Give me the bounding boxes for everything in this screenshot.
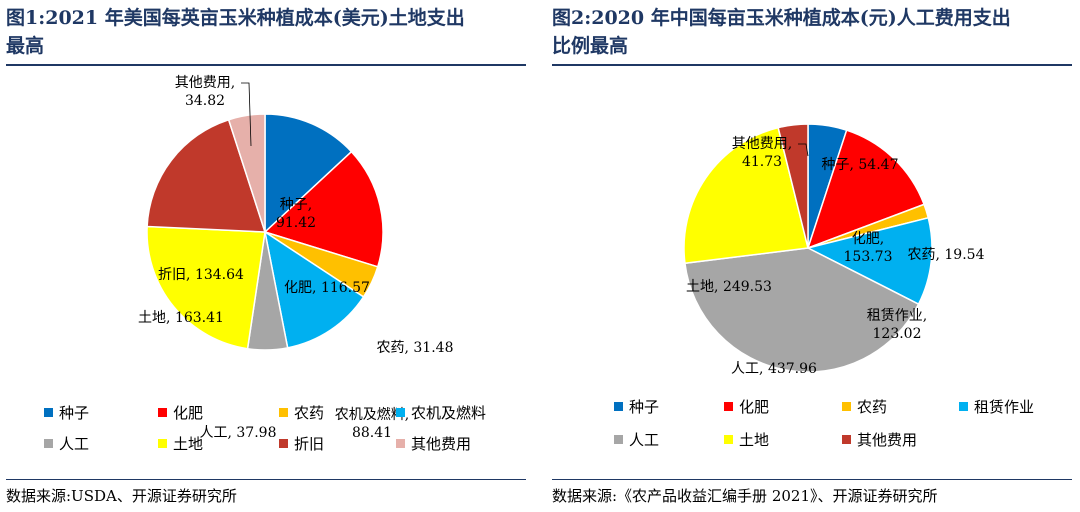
legend-swatch xyxy=(959,401,968,411)
legend-swatch xyxy=(842,434,851,444)
data-label-农药: 农药, 31.48 xyxy=(377,340,454,356)
pie-slice-土地 xyxy=(146,225,266,350)
chart-title: 图2:2020 年中国每亩玉米种植成本(元)人工费用支出 比例最高 xyxy=(552,4,1077,60)
legend-swatch xyxy=(279,438,288,448)
legend-label: 人工 xyxy=(59,434,90,453)
chart-title-line-1: 图2:2020 年中国每亩玉米种植成本(元)人工费用支出 xyxy=(552,7,1011,29)
legend-item-化肥: 化肥 xyxy=(724,394,769,418)
chart-title: 图1:2021 年美国每英亩玉米种植成本(美元)土地支出 最高 xyxy=(6,4,531,60)
title-rule xyxy=(6,64,526,66)
legend-item-种子: 种子 xyxy=(44,400,89,424)
pie-slice-折旧 xyxy=(146,118,267,233)
source-rule xyxy=(6,479,526,480)
pie-chart-2: 种子, 54.47 化肥, 153.73 农药, 19.54 租赁作业, 123.02 人工… xyxy=(683,123,985,377)
data-label-化肥: 化肥, 116.57 xyxy=(284,280,370,296)
label-leader-line xyxy=(798,143,809,157)
legend-label: 农药 xyxy=(857,397,888,416)
legend-label: 农机及燃料 xyxy=(411,403,487,422)
data-label-农机及燃料: 农机及燃料, 88.41 xyxy=(335,406,409,441)
pie-slice-农机及燃料 xyxy=(263,230,365,349)
source-note: 数据来源:USDA、开源证券研究所 xyxy=(6,487,237,505)
legend-item-农药: 农药 xyxy=(279,400,324,424)
legend-swatch xyxy=(158,438,167,448)
legend-swatch xyxy=(614,401,623,411)
legend-item-租赁作业: 租赁作业 xyxy=(959,394,1034,418)
chart-title-line-2: 最高 xyxy=(6,35,45,57)
legend-item-人工: 人工 xyxy=(614,427,659,451)
legend-label: 种子 xyxy=(59,403,90,422)
legend-swatch xyxy=(724,434,733,444)
legend-label: 租赁作业 xyxy=(974,397,1035,416)
legend-item-农机及燃料: 农机及燃料 xyxy=(396,400,486,424)
chart-title-line-1: 图1:2021 年美国每英亩玉米种植成本(美元)土地支出 xyxy=(6,7,465,29)
data-label-种子: 种子, 91.42 xyxy=(276,197,316,231)
data-label-土地: 土地, 163.41 xyxy=(138,310,224,326)
pie-slice-租赁作业 xyxy=(805,216,933,306)
data-label-种子: 种子, 54.47 xyxy=(822,157,899,173)
chart-panel-1: 图1:2021 年美国每英亩玉米种植成本(美元)土地支出 最高 种子, 91.42… xyxy=(6,0,526,512)
legend-swatch xyxy=(44,407,53,417)
pie-slice-土地 xyxy=(683,126,809,265)
legend-label: 人工 xyxy=(629,430,660,449)
pie-slice-其他费用 xyxy=(777,123,809,249)
legend-label: 土地 xyxy=(739,430,770,449)
legend-item-人工: 人工 xyxy=(44,431,89,455)
title-rule xyxy=(552,64,1072,66)
source-note: 数据来源:《农产品收益汇编手册 2021》、开源证券研究所 xyxy=(552,487,938,505)
legend-item-折旧: 折旧 xyxy=(279,431,324,455)
chart-title-line-2: 比例最高 xyxy=(552,35,629,57)
legend-label: 其他费用 xyxy=(857,430,918,449)
legend-item-其他费用: 其他费用 xyxy=(842,427,917,451)
pie-slice-种子 xyxy=(264,113,353,234)
data-label-农药: 农药, 19.54 xyxy=(908,247,985,263)
legend-item-种子: 种子 xyxy=(614,394,659,418)
label-leader-line xyxy=(241,82,252,147)
legend-label: 其他费用 xyxy=(411,434,472,453)
legend-item-其他费用: 其他费用 xyxy=(396,431,471,455)
pie-slice-人工 xyxy=(684,247,920,373)
legend-item-化肥: 化肥 xyxy=(158,400,203,424)
pie-slice-化肥 xyxy=(806,129,926,250)
legend-swatch xyxy=(279,407,288,417)
legend-label: 折旧 xyxy=(294,434,325,453)
pie-chart-1: 种子, 91.42 化肥, 116.57 农药, 31.48 农机及燃料, 88.41 人工… xyxy=(138,75,454,441)
legend-item-土地: 土地 xyxy=(158,431,203,455)
legend-swatch xyxy=(158,407,167,417)
data-label-土地: 土地, 249.53 xyxy=(686,279,772,295)
legend-item-土地: 土地 xyxy=(724,427,769,451)
legend-swatch xyxy=(44,438,53,448)
legend-label: 土地 xyxy=(173,434,204,453)
legend-swatch xyxy=(614,434,623,444)
chart-legend-2: 种子 化肥 农药 租赁作业人工 土地 其他费用 xyxy=(552,394,1072,474)
legend-swatch xyxy=(724,401,733,411)
legend-label: 农药 xyxy=(294,403,325,422)
chart-legend-1: 种子 化肥 农药 农机及燃料人工 土地 折旧 其他费用 xyxy=(6,394,526,474)
data-label-租赁作业: 租赁作业, 123.02 xyxy=(867,308,927,342)
legend-swatch xyxy=(842,401,851,411)
data-label-人工: 人工, 37.98 xyxy=(200,425,277,441)
legend-label: 化肥 xyxy=(173,403,204,422)
legend-label: 种子 xyxy=(629,397,660,416)
pie-slice-化肥 xyxy=(263,150,384,268)
data-label-其他费用: 其他费用, 41.73 xyxy=(732,136,792,170)
pie-slice-其他费用 xyxy=(227,113,266,233)
data-label-化肥: 化肥, 153.73 xyxy=(844,231,893,265)
data-label-其他费用: 其他费用, 34.82 xyxy=(175,75,235,109)
data-label-折旧: 折旧, 134.64 xyxy=(158,267,244,283)
legend-swatch xyxy=(396,407,405,417)
legend-swatch xyxy=(396,438,405,448)
data-label-人工: 人工, 437.96 xyxy=(731,361,817,377)
chart-panel-2: 图2:2020 年中国每亩玉米种植成本(元)人工费用支出 比例最高 种子, 54… xyxy=(552,0,1072,512)
legend-label: 化肥 xyxy=(739,397,770,416)
source-rule xyxy=(552,479,1072,480)
legend-item-农药: 农药 xyxy=(842,394,887,418)
